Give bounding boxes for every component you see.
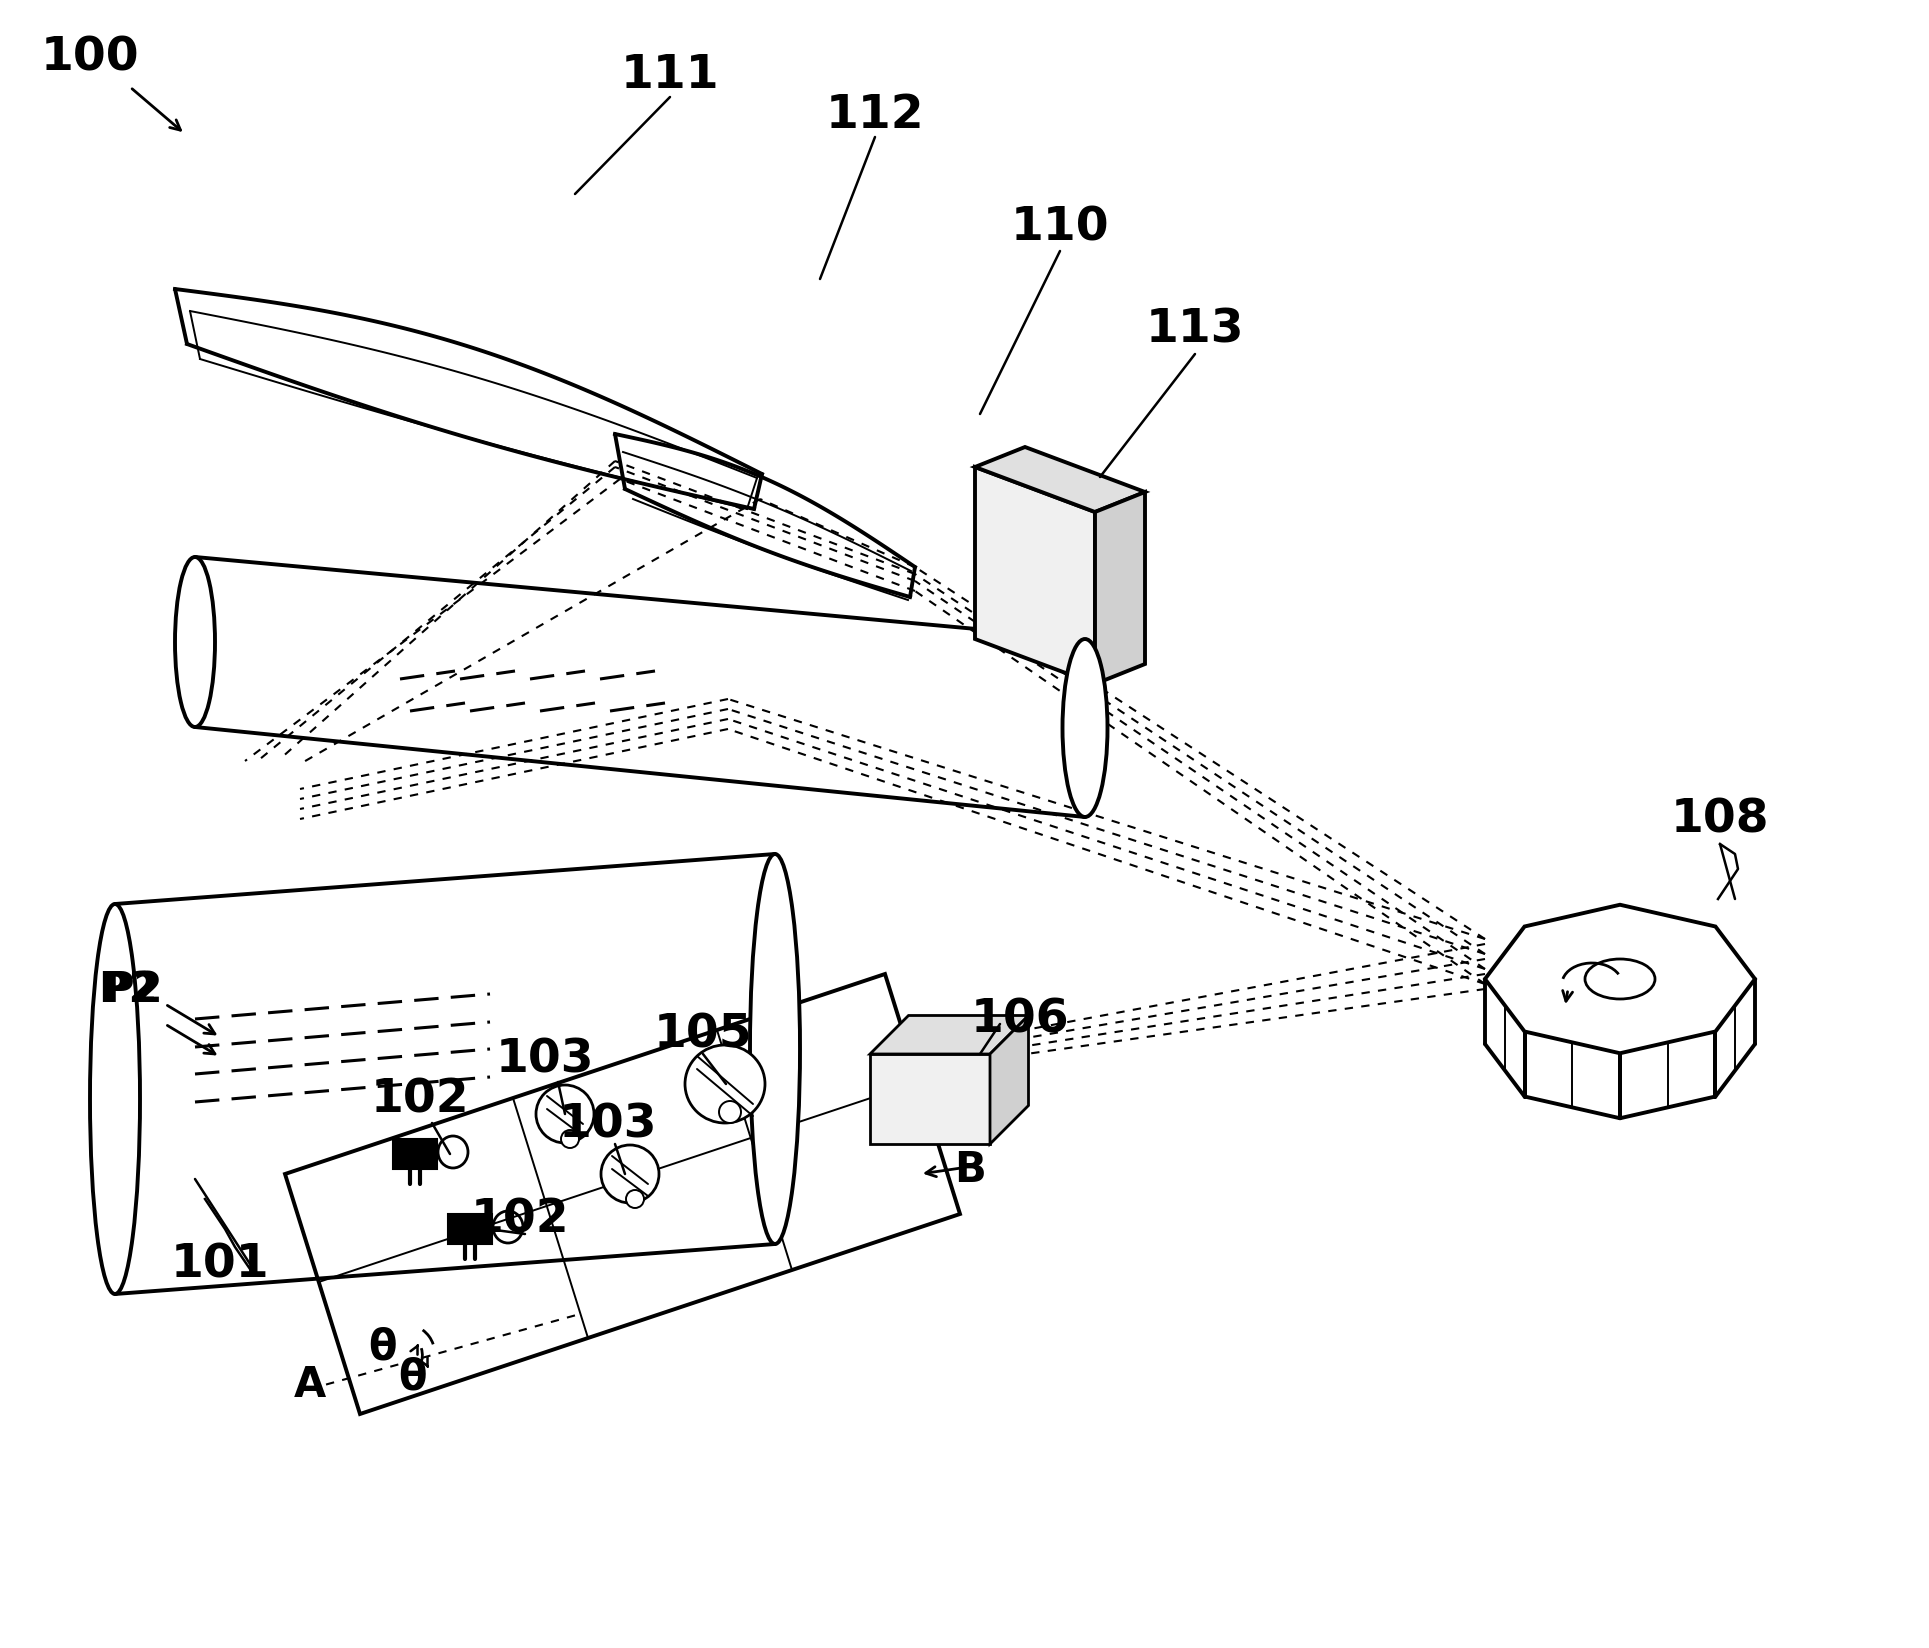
Polygon shape — [990, 1015, 1028, 1144]
Ellipse shape — [720, 1101, 741, 1124]
Ellipse shape — [627, 1190, 644, 1208]
Polygon shape — [974, 448, 1146, 513]
Text: 103: 103 — [496, 1037, 594, 1081]
Text: 112: 112 — [826, 92, 924, 137]
Text: A: A — [293, 1363, 326, 1406]
Text: θ: θ — [368, 1327, 395, 1368]
Text: P2: P2 — [104, 969, 162, 1010]
Polygon shape — [870, 1015, 1028, 1055]
Text: 102: 102 — [471, 1196, 569, 1241]
Polygon shape — [1485, 905, 1755, 1053]
Text: 100: 100 — [41, 36, 139, 81]
Ellipse shape — [176, 557, 214, 727]
Bar — [448, 1215, 492, 1244]
Text: 111: 111 — [621, 53, 720, 97]
Polygon shape — [1096, 493, 1146, 684]
Text: P2: P2 — [98, 969, 158, 1010]
Text: B: B — [955, 1149, 986, 1190]
Ellipse shape — [536, 1086, 594, 1144]
Text: 102: 102 — [370, 1076, 469, 1122]
Ellipse shape — [561, 1131, 579, 1149]
Polygon shape — [974, 468, 1096, 684]
Ellipse shape — [750, 854, 801, 1244]
Text: 106: 106 — [970, 997, 1069, 1042]
Text: 105: 105 — [654, 1012, 752, 1056]
Bar — [394, 1139, 438, 1170]
Polygon shape — [285, 974, 961, 1414]
Ellipse shape — [91, 905, 141, 1294]
Text: 110: 110 — [1011, 206, 1109, 250]
Text: 103: 103 — [559, 1103, 658, 1147]
Text: 113: 113 — [1146, 307, 1244, 353]
Ellipse shape — [685, 1045, 766, 1124]
Text: θ: θ — [397, 1356, 426, 1398]
Ellipse shape — [1063, 639, 1107, 817]
Text: 101: 101 — [170, 1241, 270, 1287]
Text: 108: 108 — [1671, 798, 1769, 842]
Polygon shape — [870, 1055, 990, 1144]
Ellipse shape — [602, 1145, 660, 1203]
